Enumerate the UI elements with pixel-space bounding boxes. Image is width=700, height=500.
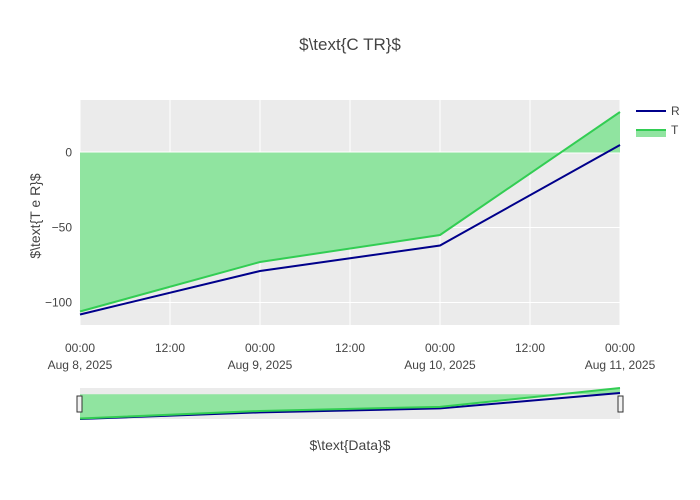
range-slider-left-handle[interactable] [76,395,83,413]
plot-area[interactable] [79,100,621,325]
range-slider[interactable] [76,387,624,420]
x-tick-label: 12:00 [335,341,365,355]
series-lines [79,111,621,316]
series-fill-T [80,112,620,312]
x-tick-date-label: Aug 11, 2025 [585,358,656,372]
chart-title: $\text{C TR}$ [299,35,401,54]
legend-fill-swatch [636,130,666,137]
x-axis-title: $\text{Data}$ [310,437,391,453]
legend: RT [636,104,680,137]
series-line-T [79,111,621,313]
y-tick-label: 0 [65,146,72,160]
x-tick-label: 12:00 [155,341,185,355]
y-axis-ticks: 0 −50 −100 [45,146,72,310]
range-slider-right-handle[interactable] [617,395,624,413]
series-line-R [79,144,621,316]
x-tick-label: 00:00 [245,341,275,355]
y-tick-label: −100 [45,296,72,310]
legend-label: R [671,104,680,118]
x-tick-date-label: Aug 8, 2025 [48,358,113,372]
x-tick-label: 00:00 [425,341,455,355]
legend-item-T[interactable]: T [636,123,679,137]
x-axis-ticks: 00:00 Aug 8, 2025 12:00 00:00 Aug 9, 2025 12:… [48,341,656,372]
legend-item-R[interactable]: R [636,104,680,118]
x-tick-date-label: Aug 10, 2025 [404,358,476,372]
x-tick-label: 00:00 [65,341,95,355]
range-slider-fill [80,388,620,419]
legend-label: T [671,123,679,137]
range-slider-fill-T [80,388,620,419]
fill-area [80,112,620,312]
x-tick-label: 12:00 [515,341,545,355]
range-slider-line-T [79,387,621,420]
y-axis-title: $\text{T e R}$ [27,173,43,259]
x-tick-date-label: Aug 9, 2025 [228,358,293,372]
range-slider-lines [79,387,621,420]
y-tick-label: −50 [52,221,73,235]
x-tick-label: 00:00 [605,341,635,355]
